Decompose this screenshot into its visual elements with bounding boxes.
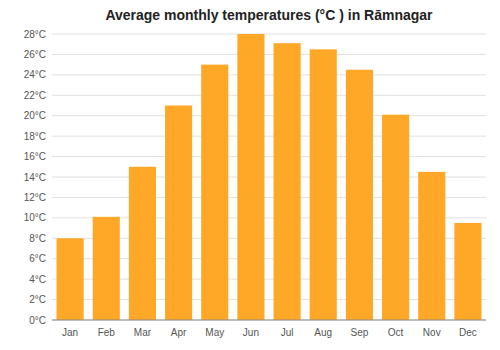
x-tick-label: Dec (459, 327, 477, 338)
bar (237, 34, 264, 320)
y-tick-label: 0°C (29, 315, 46, 326)
grid-line (52, 156, 486, 157)
bar (129, 167, 156, 320)
grid-line (52, 74, 486, 75)
y-tick-label: 8°C (29, 233, 46, 244)
y-tick-label: 14°C (24, 172, 46, 183)
x-tick-label: Aug (314, 327, 332, 338)
y-tick-label: 28°C (24, 29, 46, 40)
x-tick-label: Nov (423, 327, 441, 338)
grid-line (52, 320, 486, 321)
bar (57, 238, 84, 320)
chart-svg: Average monthly temperatures (°C ) in Rā… (0, 0, 500, 350)
chart-title: Average monthly temperatures (°C ) in Rā… (105, 7, 433, 23)
bar (201, 65, 228, 320)
x-tick-label: Mar (134, 327, 152, 338)
bar (382, 115, 409, 320)
grid-line (52, 54, 486, 55)
bar (165, 106, 192, 321)
y-tick-label: 22°C (24, 90, 46, 101)
bar (346, 70, 373, 320)
y-axis: 0°C 2°C 4°C 6°C 8°C 10°C 12°C 14°C 16°C 18°C 20°C 2… (24, 29, 486, 326)
x-tick-label: Jan (62, 327, 78, 338)
x-tick-label: Oct (388, 327, 404, 338)
grid-line (52, 95, 486, 96)
x-tick-label: Jul (281, 327, 294, 338)
y-tick-label: 4°C (29, 274, 46, 285)
bar (418, 172, 445, 320)
bar (310, 49, 337, 320)
y-tick-label: 6°C (29, 253, 46, 264)
bar (274, 43, 301, 320)
x-axis: Jan Feb Mar Apr May Jun Jul Aug Sep Oct Nov Dec (62, 327, 477, 338)
x-tick-label: Feb (98, 327, 116, 338)
x-tick-label: May (205, 327, 224, 338)
x-axis-line (52, 320, 486, 321)
chart-container: Average monthly temperatures (°C ) in Rā… (0, 0, 500, 350)
y-tick-label: 24°C (24, 69, 46, 80)
y-tick-label: 12°C (24, 192, 46, 203)
y-tick-label: 20°C (24, 110, 46, 121)
y-tick-label: 10°C (24, 212, 46, 223)
x-tick-label: Jun (243, 327, 259, 338)
x-tick-label: Sep (351, 327, 369, 338)
grid-line (52, 34, 486, 35)
bar (93, 217, 120, 320)
x-tick-label: Apr (171, 327, 187, 338)
y-tick-label: 2°C (29, 294, 46, 305)
grid-line (52, 115, 486, 116)
bars (57, 34, 482, 320)
y-tick-label: 16°C (24, 151, 46, 162)
y-tick-label: 18°C (24, 131, 46, 142)
grid-line (52, 136, 486, 137)
bar (454, 223, 481, 320)
y-tick-label: 26°C (24, 49, 46, 60)
